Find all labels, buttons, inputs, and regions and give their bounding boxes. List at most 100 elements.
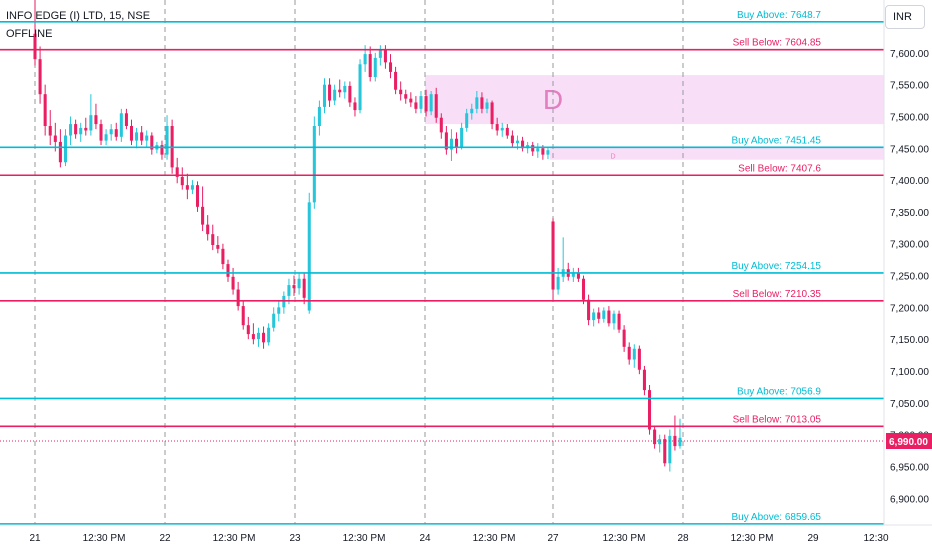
candle-body [287,285,291,296]
candle-body [302,278,306,298]
y-tick-label: 7,050.00 [890,399,929,410]
candle-body [592,312,596,321]
candle-body [449,138,453,150]
x-tick-label: 28 [677,533,689,544]
candle-body [490,102,494,125]
candle-body [551,221,555,290]
candle-body [404,94,408,99]
x-tick-label: 12:30 PM [603,533,646,544]
y-tick-label: 7,550.00 [890,81,929,92]
y-tick-label: 7,100.00 [890,367,929,378]
candle-body [312,126,316,203]
candle-body [541,148,545,155]
candle-body [353,102,357,111]
candle-body [348,85,352,103]
y-tick-label: 7,400.00 [890,176,929,187]
candle-body [297,278,301,289]
candle-body [211,234,215,245]
candle-body [48,126,52,136]
candle-body [653,429,657,445]
candle-body [267,327,271,343]
candle-body [292,285,296,289]
candle-body [637,348,641,370]
candle-body [343,85,347,93]
candle-body [89,115,93,131]
candle-body [221,248,225,265]
candle-body [587,299,591,321]
candle-body [678,437,682,447]
y-tick-label: 7,450.00 [890,144,929,155]
candle-body [556,276,560,290]
candle-body [434,94,438,118]
candle-body [43,94,47,126]
last-price-tag [886,433,932,449]
candle-body [536,148,540,152]
candle-body [246,325,250,335]
candle-body [109,129,113,135]
candle-body [79,127,83,135]
candle-body [480,97,484,109]
candle-body [38,59,42,95]
candle-body [668,435,672,464]
candle-body [74,124,78,135]
zone-label: D [610,153,615,160]
candle-body [409,98,413,103]
candle-body [455,138,459,147]
candle-body [140,132,144,141]
demand-zone-2 [550,146,884,160]
candle-body [33,33,37,60]
candle-body [399,89,403,95]
y-tick-label: 6,950.00 [890,462,929,473]
candle-body [576,272,580,279]
candle-body [500,127,504,131]
x-tick-label: 12:30 PM [213,533,256,544]
candle-body [602,310,606,319]
candle-body [373,57,377,77]
candle-body [571,272,575,277]
candle-body [597,312,601,319]
candle-body [673,435,677,447]
level-label-sell: Sell Below: 7013.05 [733,414,822,425]
candle-body [622,329,626,347]
level-label-buy: Buy Above: 7451.45 [731,135,821,146]
candle-body [515,140,520,144]
candle-body [58,141,62,163]
candle-body [394,71,398,90]
candle-body [165,126,169,155]
market-status: OFFLINE [6,28,53,40]
candle-body [307,202,311,311]
candle-body [251,334,255,340]
x-tick-label: 12:30 PM [473,533,516,544]
candle-body [317,106,321,126]
candle-body [465,113,469,128]
candle-body [236,289,240,307]
y-tick-label: 6,900.00 [890,494,929,505]
y-tick-label: 7,600.00 [890,49,929,60]
x-tick-label: 12:30 PM [83,533,126,544]
candle-body [439,117,443,133]
level-label-sell: Sell Below: 7604.85 [733,38,822,49]
candle-body [201,206,205,225]
candle-body [546,150,550,155]
demand-zone-1 [425,75,884,125]
candle-body [368,54,372,77]
level-label-buy: Buy Above: 6859.65 [731,512,821,523]
candle-body [607,310,611,324]
currency-button[interactable]: INR [885,5,925,29]
candle-body [378,49,382,58]
candle-body [363,54,367,65]
candle-body [429,94,433,112]
candle-body [241,306,245,326]
candle-body [185,185,189,190]
candle-body [505,127,509,136]
candle-body [180,176,184,186]
candle-body [388,62,393,72]
level-label-buy: Buy Above: 7056.9 [737,386,821,397]
level-label-buy: Buy Above: 7254.15 [731,261,821,272]
candle-body [322,84,327,107]
candle-body [195,185,200,207]
candle-body [272,313,276,328]
level-label-sell: Sell Below: 7407.6 [738,163,821,174]
candle-body [282,295,286,308]
